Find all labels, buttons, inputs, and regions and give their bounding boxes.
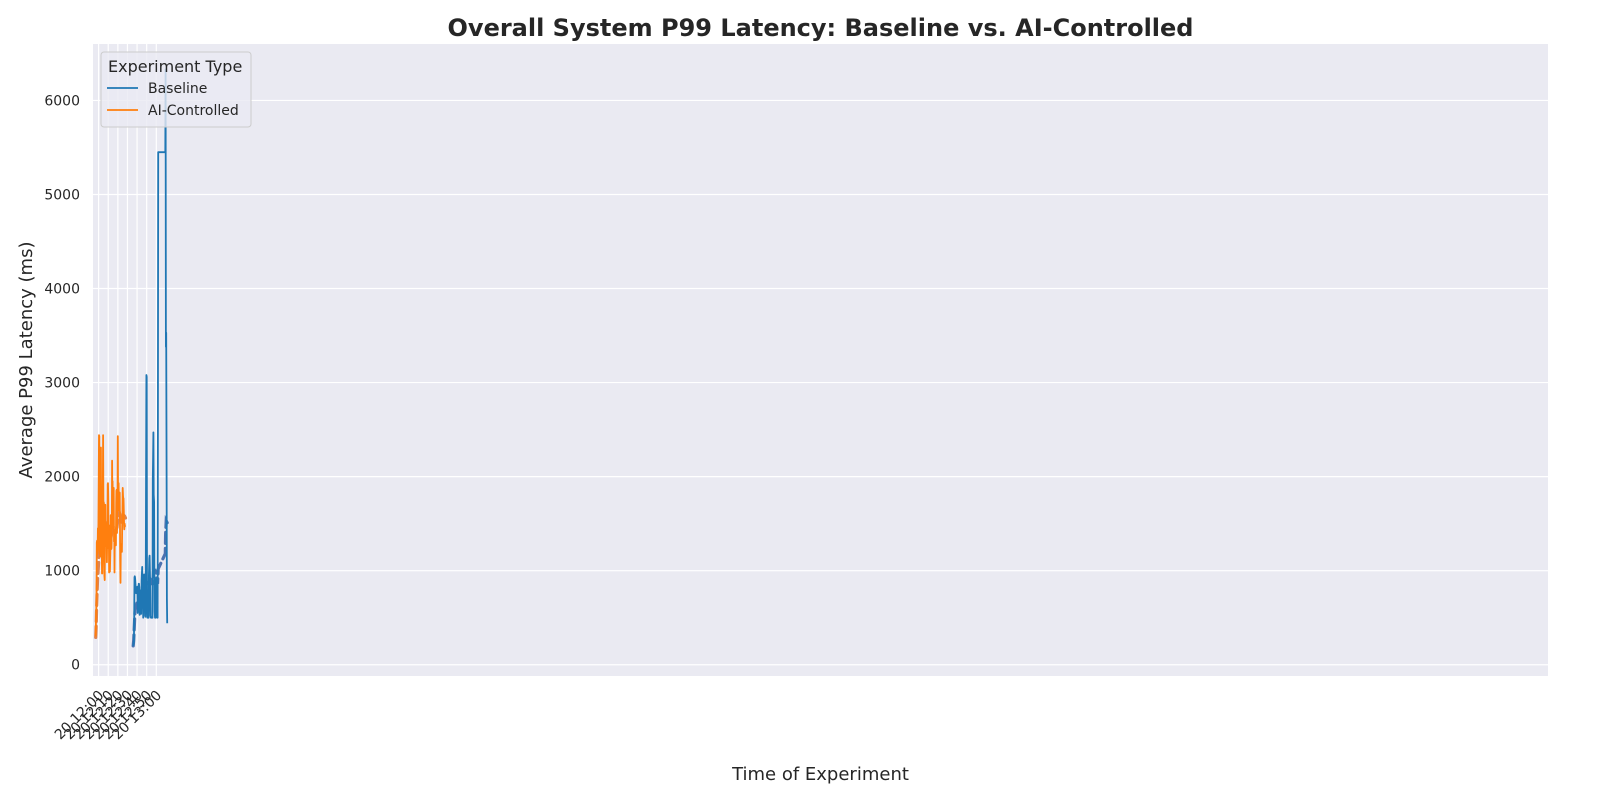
legend-label-ai-controlled: AI-Controlled <box>148 103 239 119</box>
legend-box <box>100 51 252 128</box>
plot-area <box>93 44 1548 676</box>
y-tick-label: 2000 <box>44 470 80 486</box>
series-ai-controlled <box>94 434 127 637</box>
y-tick-label: 0 <box>71 658 80 674</box>
y-axis-label: Average P99 Latency (ms) <box>16 242 37 479</box>
legend-label-baseline: Baseline <box>148 81 207 97</box>
series-layer <box>94 68 169 648</box>
legend: Experiment Type Baseline AI-Controlled <box>100 51 252 128</box>
series-baseline <box>132 68 169 647</box>
legend-title: Experiment Type <box>108 57 242 76</box>
y-tick-label: 4000 <box>44 282 80 298</box>
y-tick-label: 3000 <box>44 376 80 392</box>
x-axis-label: Time of Experiment <box>731 764 909 785</box>
y-tick-label: 1000 <box>44 564 80 580</box>
chart-title: Overall System P99 Latency: Baseline vs.… <box>448 14 1194 42</box>
y-tick-label: 5000 <box>44 187 80 203</box>
y-tick-label: 6000 <box>44 93 80 109</box>
